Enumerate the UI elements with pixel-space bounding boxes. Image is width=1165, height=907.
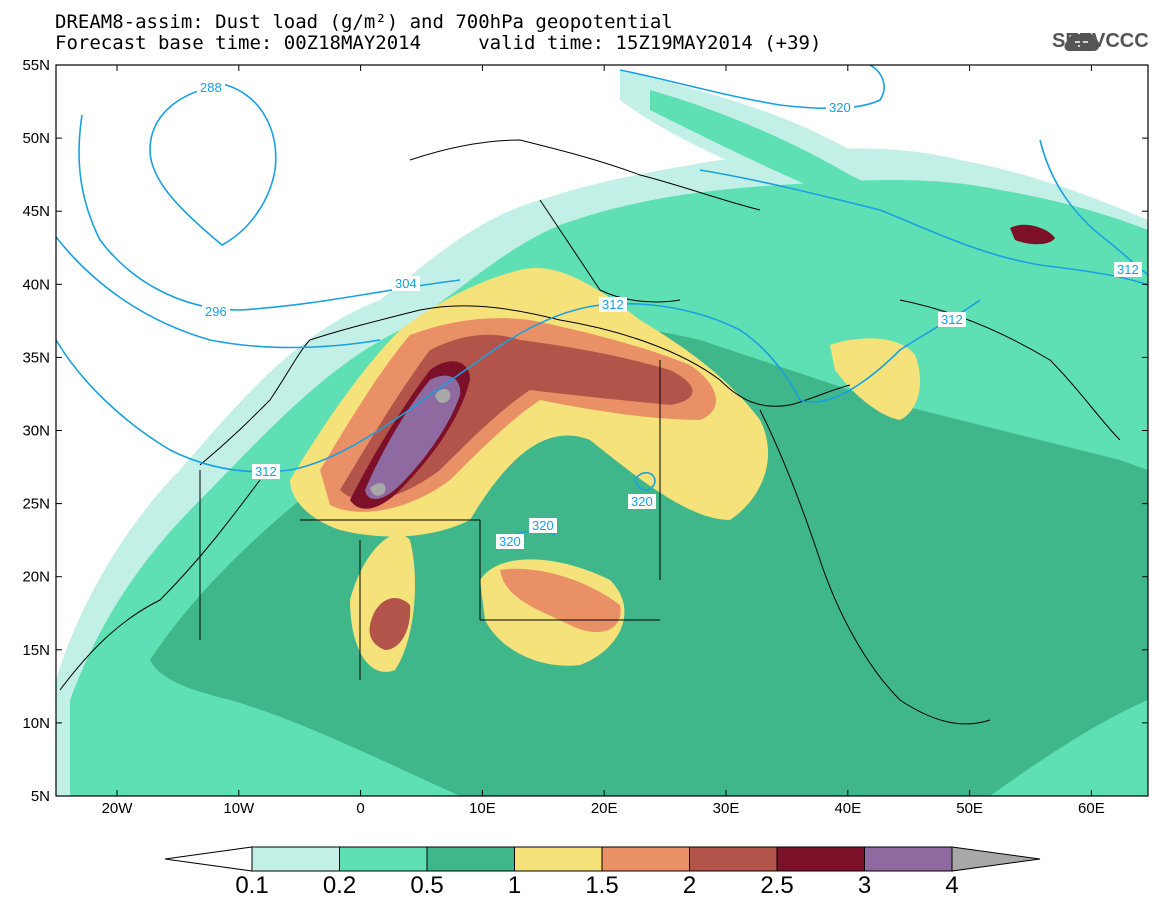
contour-label-320-chad: 320 [532,518,554,533]
dust-band-4 [435,388,451,403]
colorbar-label: 2.5 [760,872,793,899]
lat-label: 10N [22,715,50,732]
cloud-icon [1064,32,1100,51]
colorbar-low-arrow [164,846,253,872]
lat-label: 30N [22,423,50,440]
colorbar-label: 3 [858,872,871,899]
map-subtitle: Forecast base time: 00Z18MAY2014 valid t… [55,32,822,54]
lat-label: 20N [22,569,50,586]
colorbar-label: 1 [508,872,521,899]
dust-band-4-b [370,483,386,496]
contour-label-312-med: 312 [602,297,624,312]
dust-band-3 [365,375,461,500]
contour-label-320-north: 320 [829,100,851,115]
lon-label: 50E [956,800,983,817]
colorbar-label: 0.5 [410,872,443,899]
lat-label: 40N [22,276,50,293]
dust-band-1-iraq [830,338,920,420]
lat-label: 15N [22,642,50,659]
lat-label: 35N [22,349,50,366]
colorbar-label: 0.2 [323,872,356,899]
lat-label: 55N [22,57,50,74]
lon-label: 60E [1078,800,1105,817]
colorbar-label: 2 [683,872,696,899]
logo-text: SEEVCCC [1052,30,1149,52]
lat-label: 5N [31,788,50,805]
dust-band-1.5-sahel [500,568,621,633]
colorbar-label: 1.5 [585,872,618,899]
lon-label: 40E [834,800,861,817]
colorbar-box [776,846,865,872]
contour-label-296: 296 [205,304,227,319]
contour-label-320-libya: 320 [631,494,653,509]
colorbar-box [864,846,953,872]
contour-label-312-west: 312 [255,464,277,479]
contour-label-312-east: 312 [941,312,963,327]
contour-label-312-caspian: 312 [1117,262,1139,277]
contour-label-320-niger: 320 [499,534,521,549]
dust-band-2.5-caspian [1010,224,1055,245]
lon-label: 20W [102,800,134,817]
colorbar-high-arrow [951,846,1041,872]
dust-band-2-mali [369,597,411,650]
colorbar-box [514,846,603,872]
lon-label: 10W [223,800,255,817]
lat-label: 25N [22,496,50,513]
lat-label: 50N [22,130,50,147]
geopotential-contours [56,65,1148,541]
colorbar-box [339,846,428,872]
longitude-axis: 20W 10W 0 10E 20E 30E 40E 50E 60E [102,65,1105,817]
colorbar-box [689,846,778,872]
colorbar-box [426,846,515,872]
dust-field: 288 296 304 312 320 312 312 312 320 320 … [56,65,1148,796]
lat-label: 45N [22,203,50,220]
contour-label-304: 304 [395,276,417,291]
lon-label: 10E [469,800,496,817]
contour-labels: 288 296 304 312 320 312 312 312 320 320 … [197,80,1142,549]
colorbar-box [601,846,690,872]
coastlines [59,139,1121,725]
latitude-axis: 55N 50N 45N 40N 35N 30N 25N 20N 15N 10N 5N [22,57,1148,805]
colorbar-label: 4 [945,872,958,899]
colorbar-label: 0.1 [235,872,268,899]
lon-label: 0 [356,800,364,817]
lon-label: 20E [591,800,618,817]
contour-label-288: 288 [200,80,222,95]
map-title: DREAM8-assim: Dust load (g/m²) and 700hP… [55,11,673,33]
colorbar-box [251,846,340,872]
colorbar: 0.1 0.2 0.5 1 1.5 2 2.5 3 4 [164,846,1041,899]
lon-label: 30E [713,800,740,817]
dust-band-0.2-north [650,90,990,235]
